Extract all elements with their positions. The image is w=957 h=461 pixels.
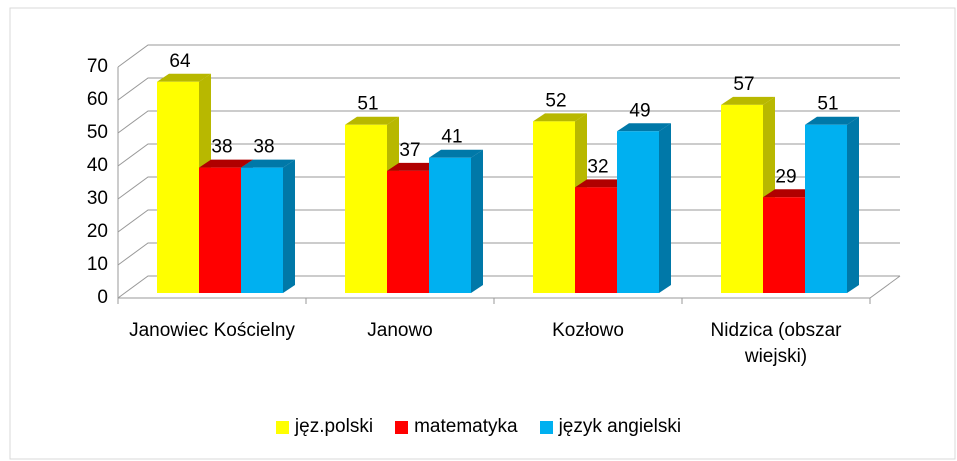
bar-top	[157, 73, 211, 82]
bar	[617, 123, 671, 293]
data-label: 41	[441, 127, 462, 148]
data-label: 37	[399, 140, 420, 161]
data-label: 29	[775, 166, 796, 187]
data-label: 38	[253, 137, 274, 158]
bar-top	[575, 179, 629, 188]
x-tick-label: Kozłowo	[552, 320, 624, 341]
data-label: 64	[169, 51, 191, 72]
legend-swatch	[275, 420, 289, 434]
bar-top	[241, 159, 295, 168]
data-label: 52	[545, 90, 566, 111]
bar-top	[199, 159, 253, 168]
x-tick-label: Janowo	[367, 320, 433, 341]
chart-border	[9, 7, 956, 460]
bar-top	[763, 189, 817, 198]
bar-side	[283, 159, 295, 293]
bar-front	[575, 187, 617, 293]
y-tick-label: 40	[87, 155, 108, 176]
legend-label: język angielski	[558, 416, 682, 437]
x-tick-label: Janowiec Kościelny	[129, 320, 295, 341]
bar-front	[805, 124, 847, 293]
legend-swatch	[539, 420, 553, 434]
data-label: 57	[733, 74, 754, 95]
bar	[805, 116, 859, 293]
bar-front	[241, 167, 283, 293]
grid-line	[117, 44, 900, 68]
bar-top	[721, 96, 775, 105]
grid-line	[117, 110, 900, 134]
bar-front	[617, 131, 659, 293]
bar	[241, 159, 295, 293]
bar-front	[721, 104, 763, 294]
y-tick-label: 70	[87, 56, 108, 77]
bar-side	[471, 149, 483, 293]
bar-top	[805, 116, 859, 125]
bar-top	[533, 113, 587, 122]
data-label: 51	[357, 94, 378, 115]
data-label: 49	[629, 100, 650, 121]
y-tick-label: 50	[87, 122, 108, 143]
grid-line	[117, 77, 900, 101]
bar-front	[199, 167, 241, 293]
bar-top	[617, 123, 671, 132]
legend: jęz.polski matematyka język angielski	[0, 416, 957, 438]
bar-front	[157, 81, 199, 293]
y-tick-label: 60	[87, 89, 108, 110]
bar-top	[387, 162, 441, 171]
legend-item: matematyka	[395, 416, 518, 438]
bar-front	[429, 157, 471, 293]
bar-top	[345, 116, 399, 125]
bar-front	[387, 170, 429, 293]
bar-side	[847, 116, 859, 293]
data-label: 38	[211, 137, 232, 158]
data-label: 51	[817, 94, 838, 115]
y-tick-label: 20	[87, 221, 108, 242]
y-tick-label: 30	[87, 188, 108, 209]
bar	[429, 149, 483, 293]
data-label: 32	[587, 156, 608, 177]
bar-front	[533, 121, 575, 294]
bar-side	[659, 123, 671, 293]
legend-label: matematyka	[414, 416, 518, 437]
legend-swatch	[395, 420, 409, 434]
y-tick-label: 0	[97, 287, 108, 308]
bar-top	[429, 149, 483, 158]
bar-front	[345, 124, 387, 293]
x-tick-label: Nidzica (obszar wiejski)	[710, 320, 842, 367]
legend-item: język angielski	[539, 416, 682, 438]
y-tick-label: 10	[87, 254, 108, 275]
bar-front	[763, 197, 805, 293]
legend-label: jęz.polski	[294, 416, 374, 437]
legend-item: jęz.polski	[275, 416, 374, 438]
